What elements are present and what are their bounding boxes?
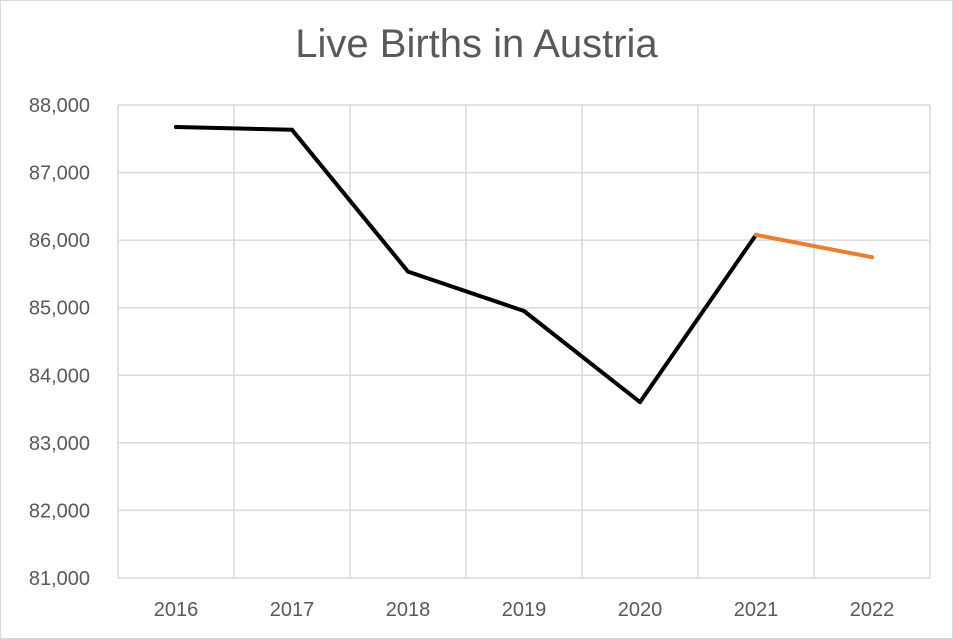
series-line-1 (174, 125, 758, 405)
data-point (290, 127, 294, 132)
gridlines (117, 104, 931, 579)
y-tick-label: 86,000 (29, 230, 90, 252)
y-axis-ticks: 81,000 82,000 83,000 84,000 85,000 86,000 87,0… (29, 95, 90, 590)
data-point (870, 255, 874, 260)
x-tick-label: 2020 (618, 599, 663, 621)
chart-title: Live Births in Austria (295, 22, 658, 66)
y-tick-label: 81,000 (29, 568, 90, 590)
y-tick-label: 88,000 (29, 95, 90, 117)
x-tick-label: 2021 (734, 599, 779, 621)
data-point (522, 308, 526, 313)
data-point (638, 400, 642, 405)
x-tick-label: 2018 (386, 599, 431, 621)
x-axis-ticks: 2016 2017 2018 2019 2020 2021 2022 (154, 599, 895, 621)
data-point (406, 269, 410, 274)
y-tick-label: 87,000 (29, 163, 90, 185)
x-tick-label: 2019 (502, 599, 547, 621)
x-tick-label: 2016 (154, 599, 199, 621)
x-tick-label: 2017 (270, 599, 315, 621)
data-point (754, 232, 758, 237)
y-tick-label: 85,000 (29, 298, 90, 320)
y-tick-label: 84,000 (29, 365, 90, 387)
series-lines (174, 124, 874, 405)
y-tick-label: 82,000 (29, 500, 90, 522)
x-tick-label: 2022 (850, 599, 895, 621)
data-point (174, 124, 178, 129)
series-line-2 (754, 232, 874, 260)
y-tick-label: 83,000 (29, 433, 90, 455)
